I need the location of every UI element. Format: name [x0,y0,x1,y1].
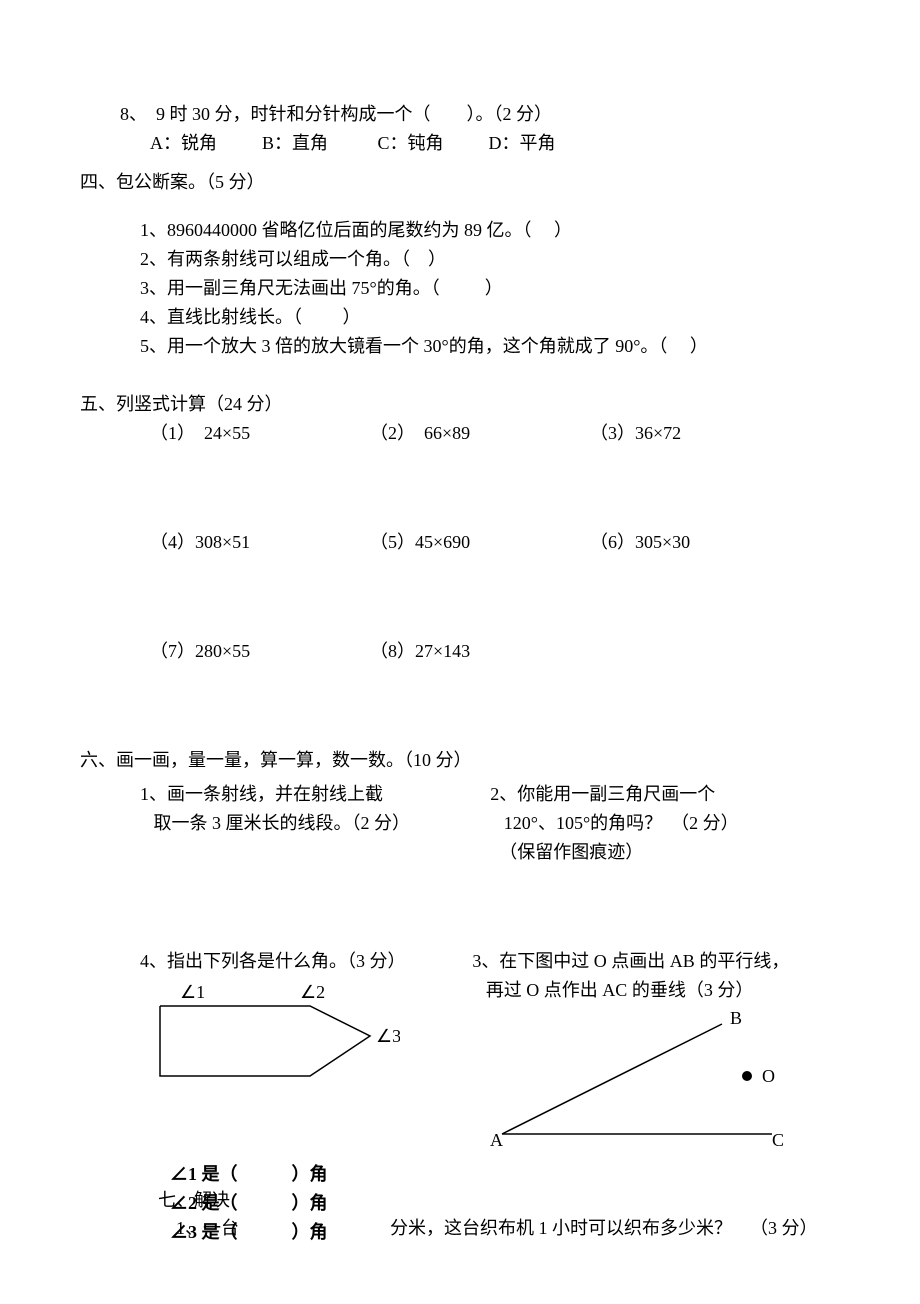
s5-2: （2） 66×89 [370,419,590,448]
s5-8: （8）27×143 [370,637,590,666]
line-ab [502,1024,722,1134]
exam-page: 8、 9 时 30 分，时针和分针构成一个（ ）。（2 分） A：锐角 B：直角… [0,0,920,1304]
figure-left: 4、指出下列各是什么角。（3 分） ∠1 ∠2 ∠3 [120,947,452,1155]
angle2-label: ∠2 [300,982,325,1002]
angle3-label: ∠3 [376,1026,400,1046]
ans-angle1: ∠1 是（ ）角 [170,1160,328,1189]
figures-row: 4、指出下列各是什么角。（3 分） ∠1 ∠2 ∠3 3、在下图中过 O 点画出… [80,947,860,1155]
section7-sub: 1、一台 [176,1214,239,1243]
s5-6: （6）305×30 [590,528,810,557]
section6-title: 六、画一画，量一量，算一算，数一数。（10 分） [80,746,860,775]
label-c: C [772,1130,784,1150]
section5-title: 五、列竖式计算（24 分） [80,390,860,419]
s4-item2: 2、有两条射线可以组成一个角。（ ） [140,245,860,274]
label-a: A [490,1130,503,1150]
q8-options: A：锐角 B：直角 C：钝角 D：平角 [150,129,860,158]
label-b: B [730,1008,742,1028]
s5-1: （1） 24×55 [150,419,370,448]
s6-left1: 1、画一条射线，并在射线上截 [140,780,490,809]
s5-row3: （7）280×55 （8）27×143 [150,637,860,666]
s6-right2: 120°、105°的角吗？ （2 分） [490,809,860,838]
pentagon-shape [160,1006,370,1076]
pentagon-diagram: ∠1 ∠2 ∠3 [120,976,400,1096]
s6-left: 1、画一条射线，并在射线上截 取一条 3 厘米长的线段。（2 分） [140,780,490,866]
s6b-right-title1: 3、在下图中过 O 点画出 AB 的平行线， [472,947,860,976]
s4-item5: 5、用一个放大 3 倍的放大镜看一个 30°的角，这个角就成了 90°。（ ） [140,332,860,361]
s5-row2: （4）308×51 （5）45×690 （6）305×30 [150,528,860,557]
angle1-label: ∠1 [180,982,205,1002]
s6b-right-title2: 再过 O 点作出 AC 的垂线（3 分） [472,976,860,1005]
s6-right: 2、你能用一副三角尺画一个 120°、105°的角吗？ （2 分） （保留作图痕… [490,780,860,866]
s6-right3: （保留作图痕迹） [490,838,860,867]
s4-item4: 4、直线比射线长。（ ） [140,303,860,332]
label-o: O [762,1066,775,1086]
section7-tail: 分米，这台织布机 1 小时可以织布多少米？ （3 分） [390,1214,818,1243]
s5-4: （4）308×51 [150,528,370,557]
parallel-perpendicular-diagram: A B C O [472,1004,832,1154]
s4-item3: 3、用一副三角尺无法画出 75°的角。（ ） [140,274,860,303]
point-o-dot [742,1071,752,1081]
figure-right: 3、在下图中过 O 点画出 AB 的平行线， 再过 O 点作出 AC 的垂线（3… [472,947,860,1155]
s5-row1: （1） 24×55 （2） 66×89 （3）36×72 [150,419,860,448]
s4-item1: 1、8960440000 省略亿位后面的尾数约为 89 亿。（ ） [140,216,860,245]
s5-5: （5）45×690 [370,528,590,557]
s5-9 [590,637,810,666]
s6-right1: 2、你能用一副三角尺画一个 [490,780,860,809]
s5-7: （7）280×55 [150,637,370,666]
section7-prefix: 七、解决 [158,1186,230,1215]
q8-text: 8、 9 时 30 分，时针和分针构成一个（ ）。（2 分） [120,100,860,129]
s6-left2: 取一条 3 厘米长的线段。（2 分） [140,809,490,838]
s6-row: 1、画一条射线，并在射线上截 取一条 3 厘米长的线段。（2 分） 2、你能用一… [140,780,860,866]
s5-3: （3）36×72 [590,419,810,448]
s6b-left-title: 4、指出下列各是什么角。（3 分） [140,947,452,976]
section4-title: 四、包公断案。（5 分） [80,168,860,197]
